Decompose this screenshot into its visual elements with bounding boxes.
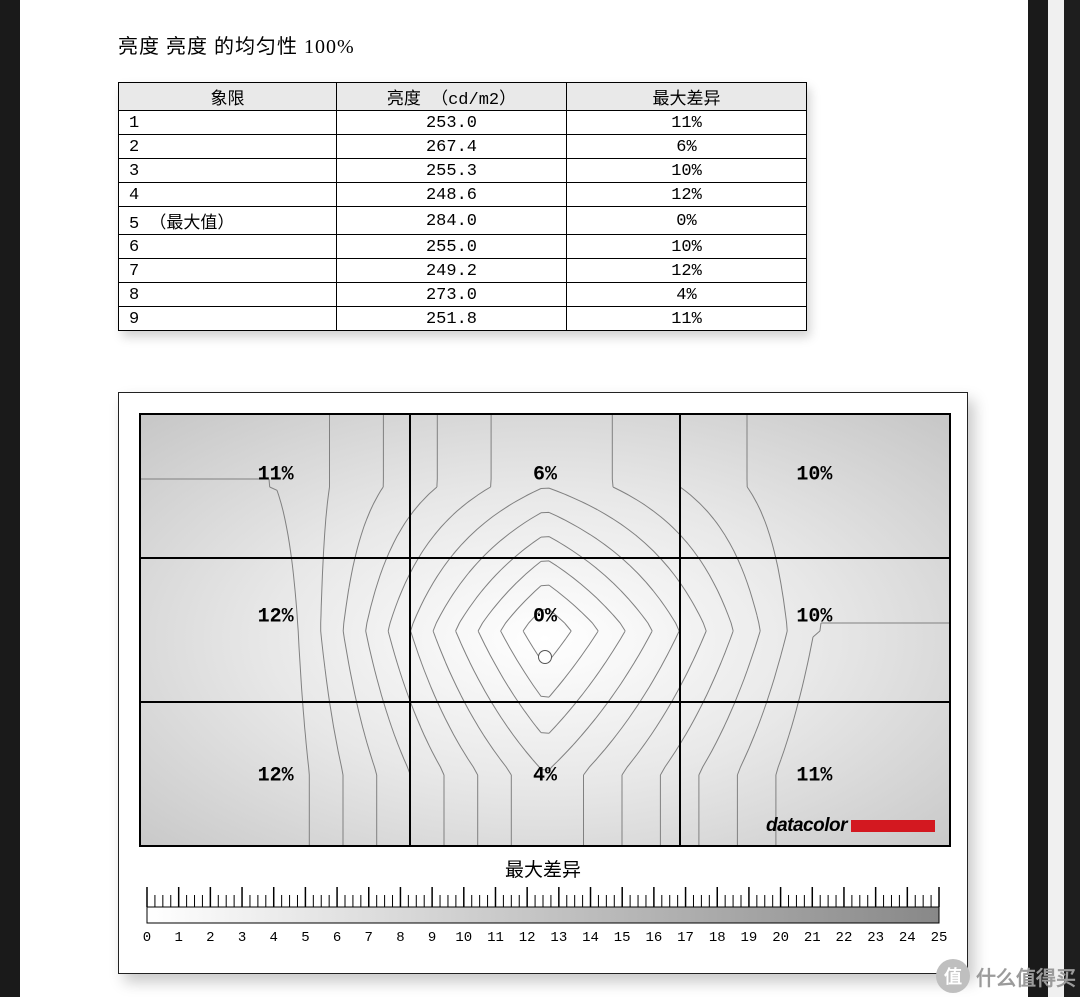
table-cell: 5 （最大值）: [119, 207, 337, 235]
contour-chart-card: 11% 6% 10% 12% 0% 10% 12% 4% 11% datacolor 最大差异 0…: [118, 392, 968, 974]
svg-text:23: 23: [867, 930, 884, 946]
table-cell: 8: [119, 283, 337, 307]
table-cell: 11%: [567, 307, 807, 331]
col-header-quadrant: 象限: [119, 83, 337, 111]
col-header-luminance: 亮度 （cd/m2）: [337, 83, 567, 111]
svg-text:8: 8: [396, 930, 404, 946]
svg-text:15: 15: [614, 930, 631, 946]
zone-label: 6%: [533, 464, 557, 487]
zone-label: 10%: [796, 606, 832, 629]
svg-text:25: 25: [931, 930, 947, 946]
center-marker: [538, 650, 552, 664]
table-row: 7249.212%: [119, 259, 807, 283]
svg-text:14: 14: [582, 930, 599, 946]
svg-text:13: 13: [550, 930, 567, 946]
report-page: 亮度 亮度 的均匀性 100% 象限 亮度 （cd/m2） 最大差异 1253.…: [20, 0, 1028, 997]
table-cell: 10%: [567, 235, 807, 259]
table-cell: 253.0: [337, 111, 567, 135]
table-row: 4248.612%: [119, 183, 807, 207]
brand-logo: datacolor: [766, 815, 935, 837]
table-cell: 10%: [567, 159, 807, 183]
svg-text:2: 2: [206, 930, 214, 946]
zone-label: 0%: [533, 606, 557, 629]
table-cell: 7: [119, 259, 337, 283]
table-cell: 11%: [567, 111, 807, 135]
table-cell: 255.3: [337, 159, 567, 183]
table-row: 5 （最大值）284.00%: [119, 207, 807, 235]
svg-text:18: 18: [709, 930, 726, 946]
svg-text:0: 0: [143, 930, 151, 946]
svg-text:21: 21: [804, 930, 821, 946]
table-cell: 12%: [567, 259, 807, 283]
uniformity-table: 象限 亮度 （cd/m2） 最大差异 1253.011%2267.46%3255…: [118, 82, 807, 331]
svg-text:5: 5: [301, 930, 309, 946]
svg-text:12: 12: [519, 930, 536, 946]
table-cell: 2: [119, 135, 337, 159]
watermark-badge-icon: 值: [936, 959, 970, 993]
table-cell: 4%: [567, 283, 807, 307]
brand-text: datacolor: [766, 815, 847, 837]
svg-text:10: 10: [455, 930, 472, 946]
axis-title: 最大差异: [505, 855, 581, 882]
svg-text:11: 11: [487, 930, 504, 946]
table-row: 9251.811%: [119, 307, 807, 331]
table-cell: 9: [119, 307, 337, 331]
table-cell: 255.0: [337, 235, 567, 259]
svg-text:3: 3: [238, 930, 246, 946]
page-right-margin: [1064, 0, 1080, 997]
page-title: 亮度 亮度 的均匀性 100%: [118, 30, 355, 59]
svg-text:20: 20: [772, 930, 789, 946]
svg-text:9: 9: [428, 930, 436, 946]
watermark-text: 什么值得买: [976, 962, 1076, 991]
table-cell: 251.8: [337, 307, 567, 331]
table-cell: 1: [119, 111, 337, 135]
table-cell: 12%: [567, 183, 807, 207]
svg-text:6: 6: [333, 930, 341, 946]
table-header-row: 象限 亮度 （cd/m2） 最大差异: [119, 83, 807, 111]
zone-label: 11%: [796, 765, 832, 788]
svg-text:16: 16: [645, 930, 662, 946]
table-cell: 284.0: [337, 207, 567, 235]
svg-text:1: 1: [174, 930, 182, 946]
brand-bar-icon: [851, 820, 935, 832]
contour-plot: 11% 6% 10% 12% 0% 10% 12% 4% 11% datacolor: [139, 413, 951, 847]
svg-text:7: 7: [365, 930, 373, 946]
table-row: 1253.011%: [119, 111, 807, 135]
zone-label: 10%: [796, 464, 832, 487]
table-row: 2267.46%: [119, 135, 807, 159]
table-cell: 3: [119, 159, 337, 183]
table-cell: 273.0: [337, 283, 567, 307]
col-header-maxdiff: 最大差异: [567, 83, 807, 111]
color-scale: 0123456789101112131415161718192021222324…: [139, 885, 947, 947]
table-row: 6255.010%: [119, 235, 807, 259]
table-row: 3255.310%: [119, 159, 807, 183]
table-cell: 267.4: [337, 135, 567, 159]
table-cell: 6%: [567, 135, 807, 159]
table-cell: 248.6: [337, 183, 567, 207]
table-cell: 0%: [567, 207, 807, 235]
zone-label: 11%: [258, 464, 294, 487]
svg-text:24: 24: [899, 930, 916, 946]
watermark: 值 什么值得买: [936, 959, 1076, 993]
uniformity-table-card: 象限 亮度 （cd/m2） 最大差异 1253.011%2267.46%3255…: [118, 82, 806, 331]
zone-label: 4%: [533, 765, 557, 788]
table-cell: 249.2: [337, 259, 567, 283]
table-cell: 4: [119, 183, 337, 207]
table-row: 8273.04%: [119, 283, 807, 307]
svg-text:4: 4: [270, 930, 278, 946]
svg-text:22: 22: [836, 930, 853, 946]
svg-text:19: 19: [741, 930, 758, 946]
table-cell: 6: [119, 235, 337, 259]
zone-label: 12%: [258, 606, 294, 629]
svg-text:17: 17: [677, 930, 694, 946]
zone-label: 12%: [258, 765, 294, 788]
